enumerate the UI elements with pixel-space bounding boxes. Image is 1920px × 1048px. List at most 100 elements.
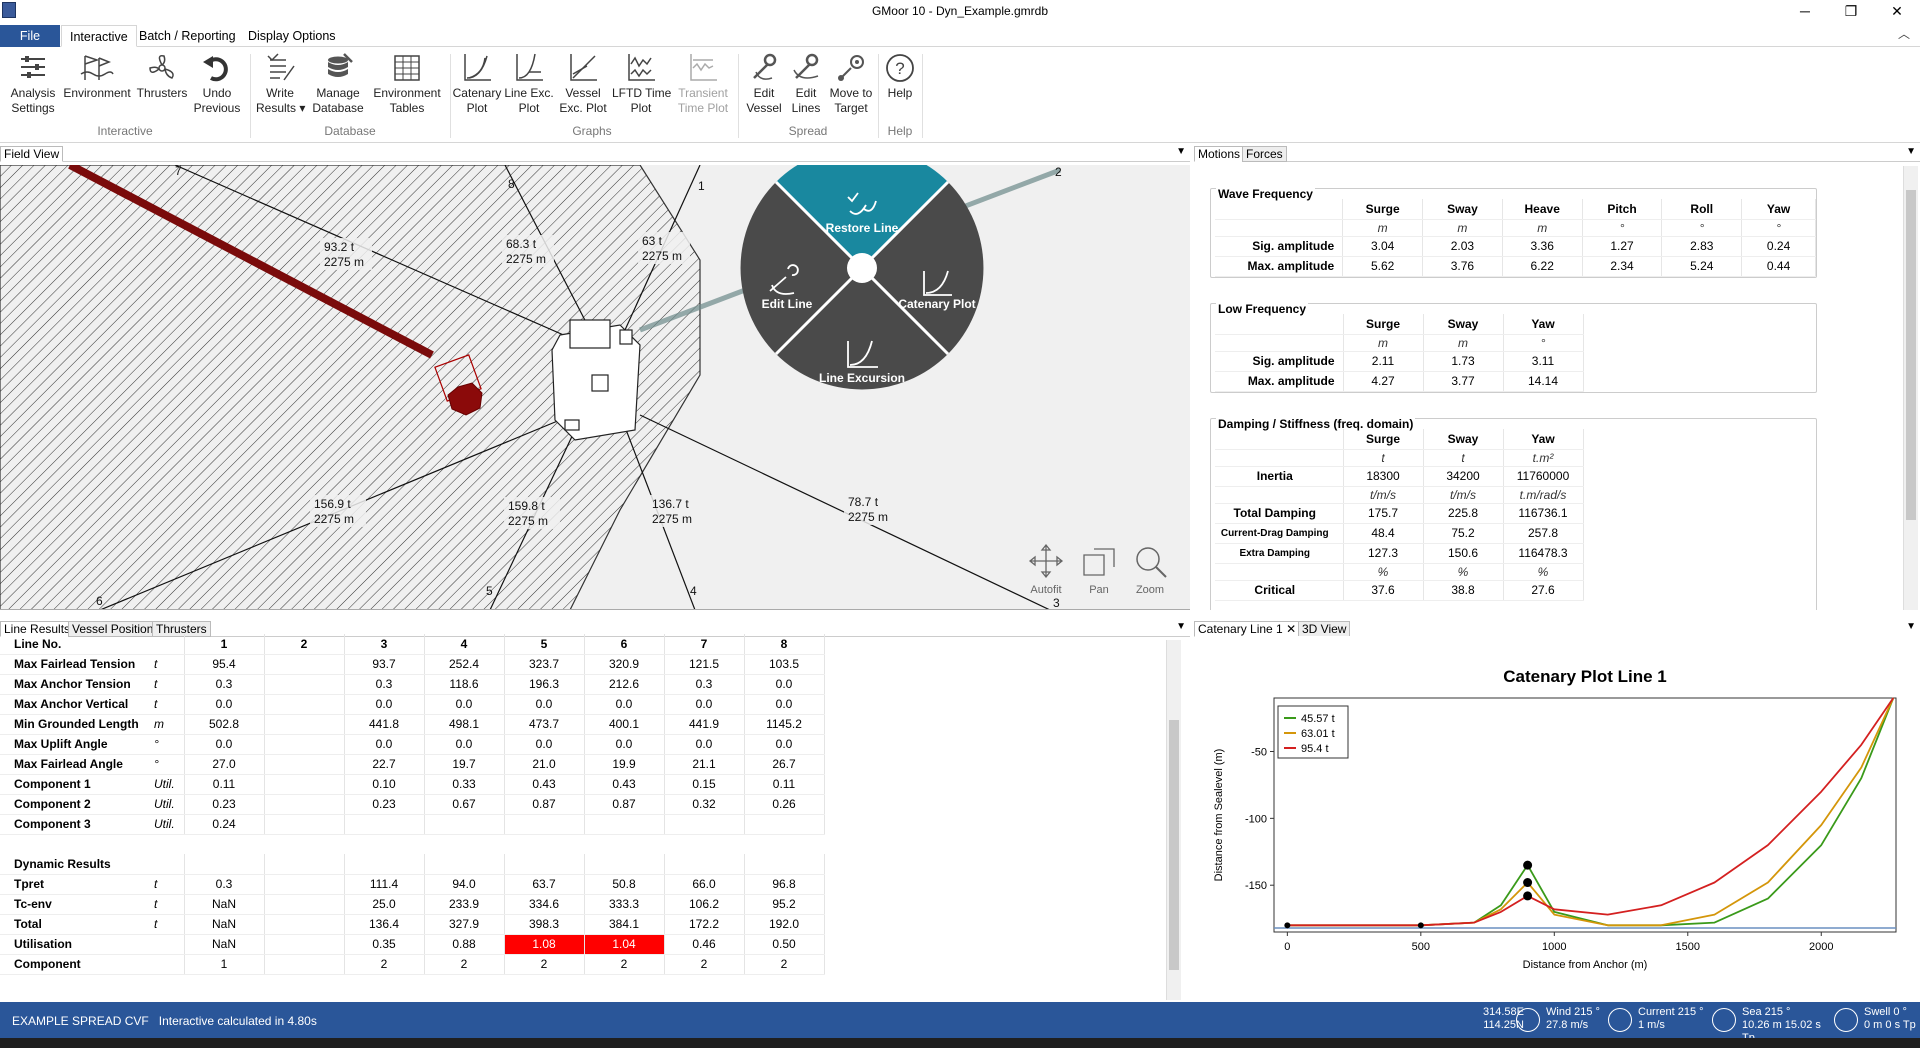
x-tick-label: 2000 bbox=[1809, 941, 1833, 953]
analysis-settings-button[interactable]: Analysis Settings bbox=[8, 52, 58, 116]
value-cell: 441.8 bbox=[344, 714, 425, 735]
line-excursion-button[interactable] bbox=[776, 268, 948, 390]
thrusters-button[interactable]: Thrusters bbox=[134, 52, 190, 101]
restore-line-button[interactable] bbox=[776, 165, 948, 268]
tab-file[interactable]: File bbox=[0, 25, 60, 47]
value-cell: 34200 bbox=[1423, 466, 1504, 487]
lftd-time-plot-button[interactable]: LFTD Time Plot bbox=[612, 52, 671, 116]
x-tick-label: 1500 bbox=[1676, 941, 1700, 953]
close-icon[interactable]: ✕ bbox=[1891, 3, 1903, 19]
row-label: Max Fairlead Angle bbox=[0, 754, 154, 775]
manage-database-label: Manage Database bbox=[312, 86, 364, 115]
edit-vessel-button[interactable]: Edit Vessel bbox=[742, 52, 786, 116]
line-results-table: Line No. 1 2 3 4 5 6 7 8 Max Fairlead Te… bbox=[0, 634, 825, 975]
pipeline bbox=[68, 165, 434, 359]
vessel-exc-plot-button[interactable]: Vessel Exc. Plot bbox=[558, 52, 608, 116]
tab-label: Catenary Line 1 bbox=[1198, 622, 1283, 636]
view-tools: Autofit Pan Zoom bbox=[1028, 543, 1167, 596]
tab-interactive[interactable]: Interactive bbox=[61, 25, 137, 47]
field-view-canvas[interactable]: 93.2 t 2275 m 68.3 t 2275 m 63 t 2275 m … bbox=[0, 165, 1190, 610]
value-cell: 27.6 bbox=[1503, 580, 1584, 601]
line-tension-label: 63 t bbox=[642, 234, 663, 248]
value-cell: 66.0 bbox=[664, 874, 745, 895]
mooring-line[interactable] bbox=[174, 165, 576, 341]
scroll-thumb[interactable] bbox=[1906, 190, 1916, 520]
scroll-thumb[interactable] bbox=[1169, 720, 1179, 970]
tab-field-view[interactable]: Field View bbox=[0, 146, 64, 162]
zoom-button[interactable]: Zoom bbox=[1136, 547, 1167, 596]
environment-button[interactable]: Environment bbox=[62, 52, 132, 101]
line-length-label: 2275 m bbox=[652, 512, 692, 526]
undo-previous-button[interactable]: Undo Previous bbox=[192, 52, 242, 116]
catenary-plot-wedge[interactable] bbox=[862, 182, 984, 354]
field-view[interactable]: 93.2 t 2275 m 68.3 t 2275 m 63 t 2275 m … bbox=[0, 165, 1190, 610]
value-cell: 0.3 bbox=[344, 674, 425, 695]
swell-status[interactable]: Swell 0 ° 0 m 0 s Tp bbox=[1834, 1006, 1920, 1032]
vessel[interactable] bbox=[551, 319, 641, 441]
value-cell: 5.24 bbox=[1661, 256, 1743, 277]
edit-lines-button[interactable]: Edit Lines bbox=[786, 52, 826, 116]
edit-lines-icon bbox=[793, 53, 819, 79]
unit: m bbox=[1423, 334, 1504, 352]
low-frequency-box: Low Frequency Surge Sway Yaw m m ° Sig. … bbox=[1210, 302, 1817, 393]
col-line-4: 4 bbox=[424, 634, 505, 655]
minimize-icon[interactable]: ─ bbox=[1800, 3, 1810, 19]
current-status[interactable]: Current 215 ° 1 m/s bbox=[1608, 1006, 1712, 1032]
help-button[interactable]: ? Help bbox=[882, 52, 918, 101]
row-label: Current-Drag Damping bbox=[1215, 523, 1344, 544]
dropdown-icon[interactable]: ▼ bbox=[1906, 146, 1916, 157]
wind-status[interactable]: Wind 215 ° 27.8 m/s bbox=[1516, 1006, 1602, 1032]
transient-time-plot-button[interactable]: Transient Time Plot bbox=[674, 52, 732, 116]
edit-line-button[interactable] bbox=[740, 182, 862, 354]
unit: m bbox=[1502, 219, 1583, 237]
write-results-button[interactable]: Write Results ▾ bbox=[256, 52, 305, 116]
tab-motions[interactable]: Motions bbox=[1194, 146, 1245, 162]
value-cell: 2.03 bbox=[1422, 236, 1503, 257]
pan-button[interactable]: Pan bbox=[1083, 548, 1115, 596]
value-cell: 0.26 bbox=[744, 794, 825, 815]
tab-vessel-position[interactable]: Vessel Position bbox=[68, 621, 158, 637]
swell-compass-icon bbox=[1834, 1008, 1858, 1032]
dropdown-icon[interactable]: ▼ bbox=[1176, 621, 1186, 632]
y-tick-label: -100 bbox=[1245, 813, 1267, 825]
tab-batch-reporting[interactable]: Batch / Reporting bbox=[139, 29, 236, 43]
tab-forces[interactable]: Forces bbox=[1242, 146, 1287, 162]
dropdown-icon[interactable]: ▼ bbox=[1176, 146, 1186, 157]
move-to-target-button[interactable]: Move to Target bbox=[826, 52, 876, 116]
value-cell: 3.11 bbox=[1503, 351, 1584, 372]
sea-status[interactable]: Sea 215 ° 10.26 m 15.02 s Tp bbox=[1712, 1006, 1830, 1045]
value-cell: 2 bbox=[504, 954, 585, 975]
unit: t bbox=[1423, 449, 1504, 467]
restore-line-label: Restore Line bbox=[826, 221, 899, 235]
catenary-plot-button[interactable]: Catenary Plot bbox=[452, 52, 502, 116]
line-no-header: Line No. bbox=[0, 634, 154, 655]
value-cell: 0.43 bbox=[504, 774, 585, 795]
environment-tables-button[interactable]: Environment Tables bbox=[370, 52, 444, 116]
tab-line-results[interactable]: Line Results bbox=[0, 621, 75, 637]
damping-title: Damping / Stiffness (freq. domain) bbox=[1216, 417, 1416, 431]
restore-icon[interactable]: ❐ bbox=[1844, 3, 1858, 19]
manage-database-button[interactable]: Manage Database bbox=[308, 52, 368, 116]
value-cell: 19.7 bbox=[424, 754, 505, 775]
value-cell bbox=[264, 754, 345, 775]
unit: t.m² bbox=[1503, 449, 1584, 467]
motions-scrollbar[interactable] bbox=[1903, 166, 1918, 610]
value-cell: 0.0 bbox=[344, 694, 425, 715]
chevron-up-icon[interactable]: ︿ bbox=[1897, 27, 1910, 41]
table-row: Max Anchor Tension t 0.3 0.3 118.6 196.3 212.6… bbox=[0, 674, 825, 695]
tab-catenary-line-1[interactable]: Catenary Line 1 ✕ bbox=[1194, 621, 1301, 637]
value-cell: 150.6 bbox=[1423, 543, 1504, 564]
results-scrollbar[interactable] bbox=[1166, 640, 1181, 1000]
dropdown-icon[interactable]: ▼ bbox=[1906, 621, 1916, 632]
col-line-5: 5 bbox=[504, 634, 585, 655]
status-bar: EXAMPLE SPREAD CVF Interactive calculate… bbox=[0, 1002, 1920, 1044]
tab-display-options[interactable]: Display Options bbox=[248, 29, 336, 43]
x-tick-label: 1000 bbox=[1542, 941, 1566, 953]
ribbon-separator bbox=[738, 54, 739, 138]
catenary-plot-radial-label: Catenary Plot bbox=[898, 297, 975, 311]
unit: % bbox=[1423, 563, 1504, 581]
wind-direction: Wind 215 ° bbox=[1546, 1006, 1600, 1018]
line-exc-plot-button[interactable]: Line Exc. Plot bbox=[504, 52, 554, 116]
tab-3d-view[interactable]: 3D View bbox=[1298, 621, 1351, 637]
autofit-button[interactable]: Autofit bbox=[1028, 543, 1064, 596]
